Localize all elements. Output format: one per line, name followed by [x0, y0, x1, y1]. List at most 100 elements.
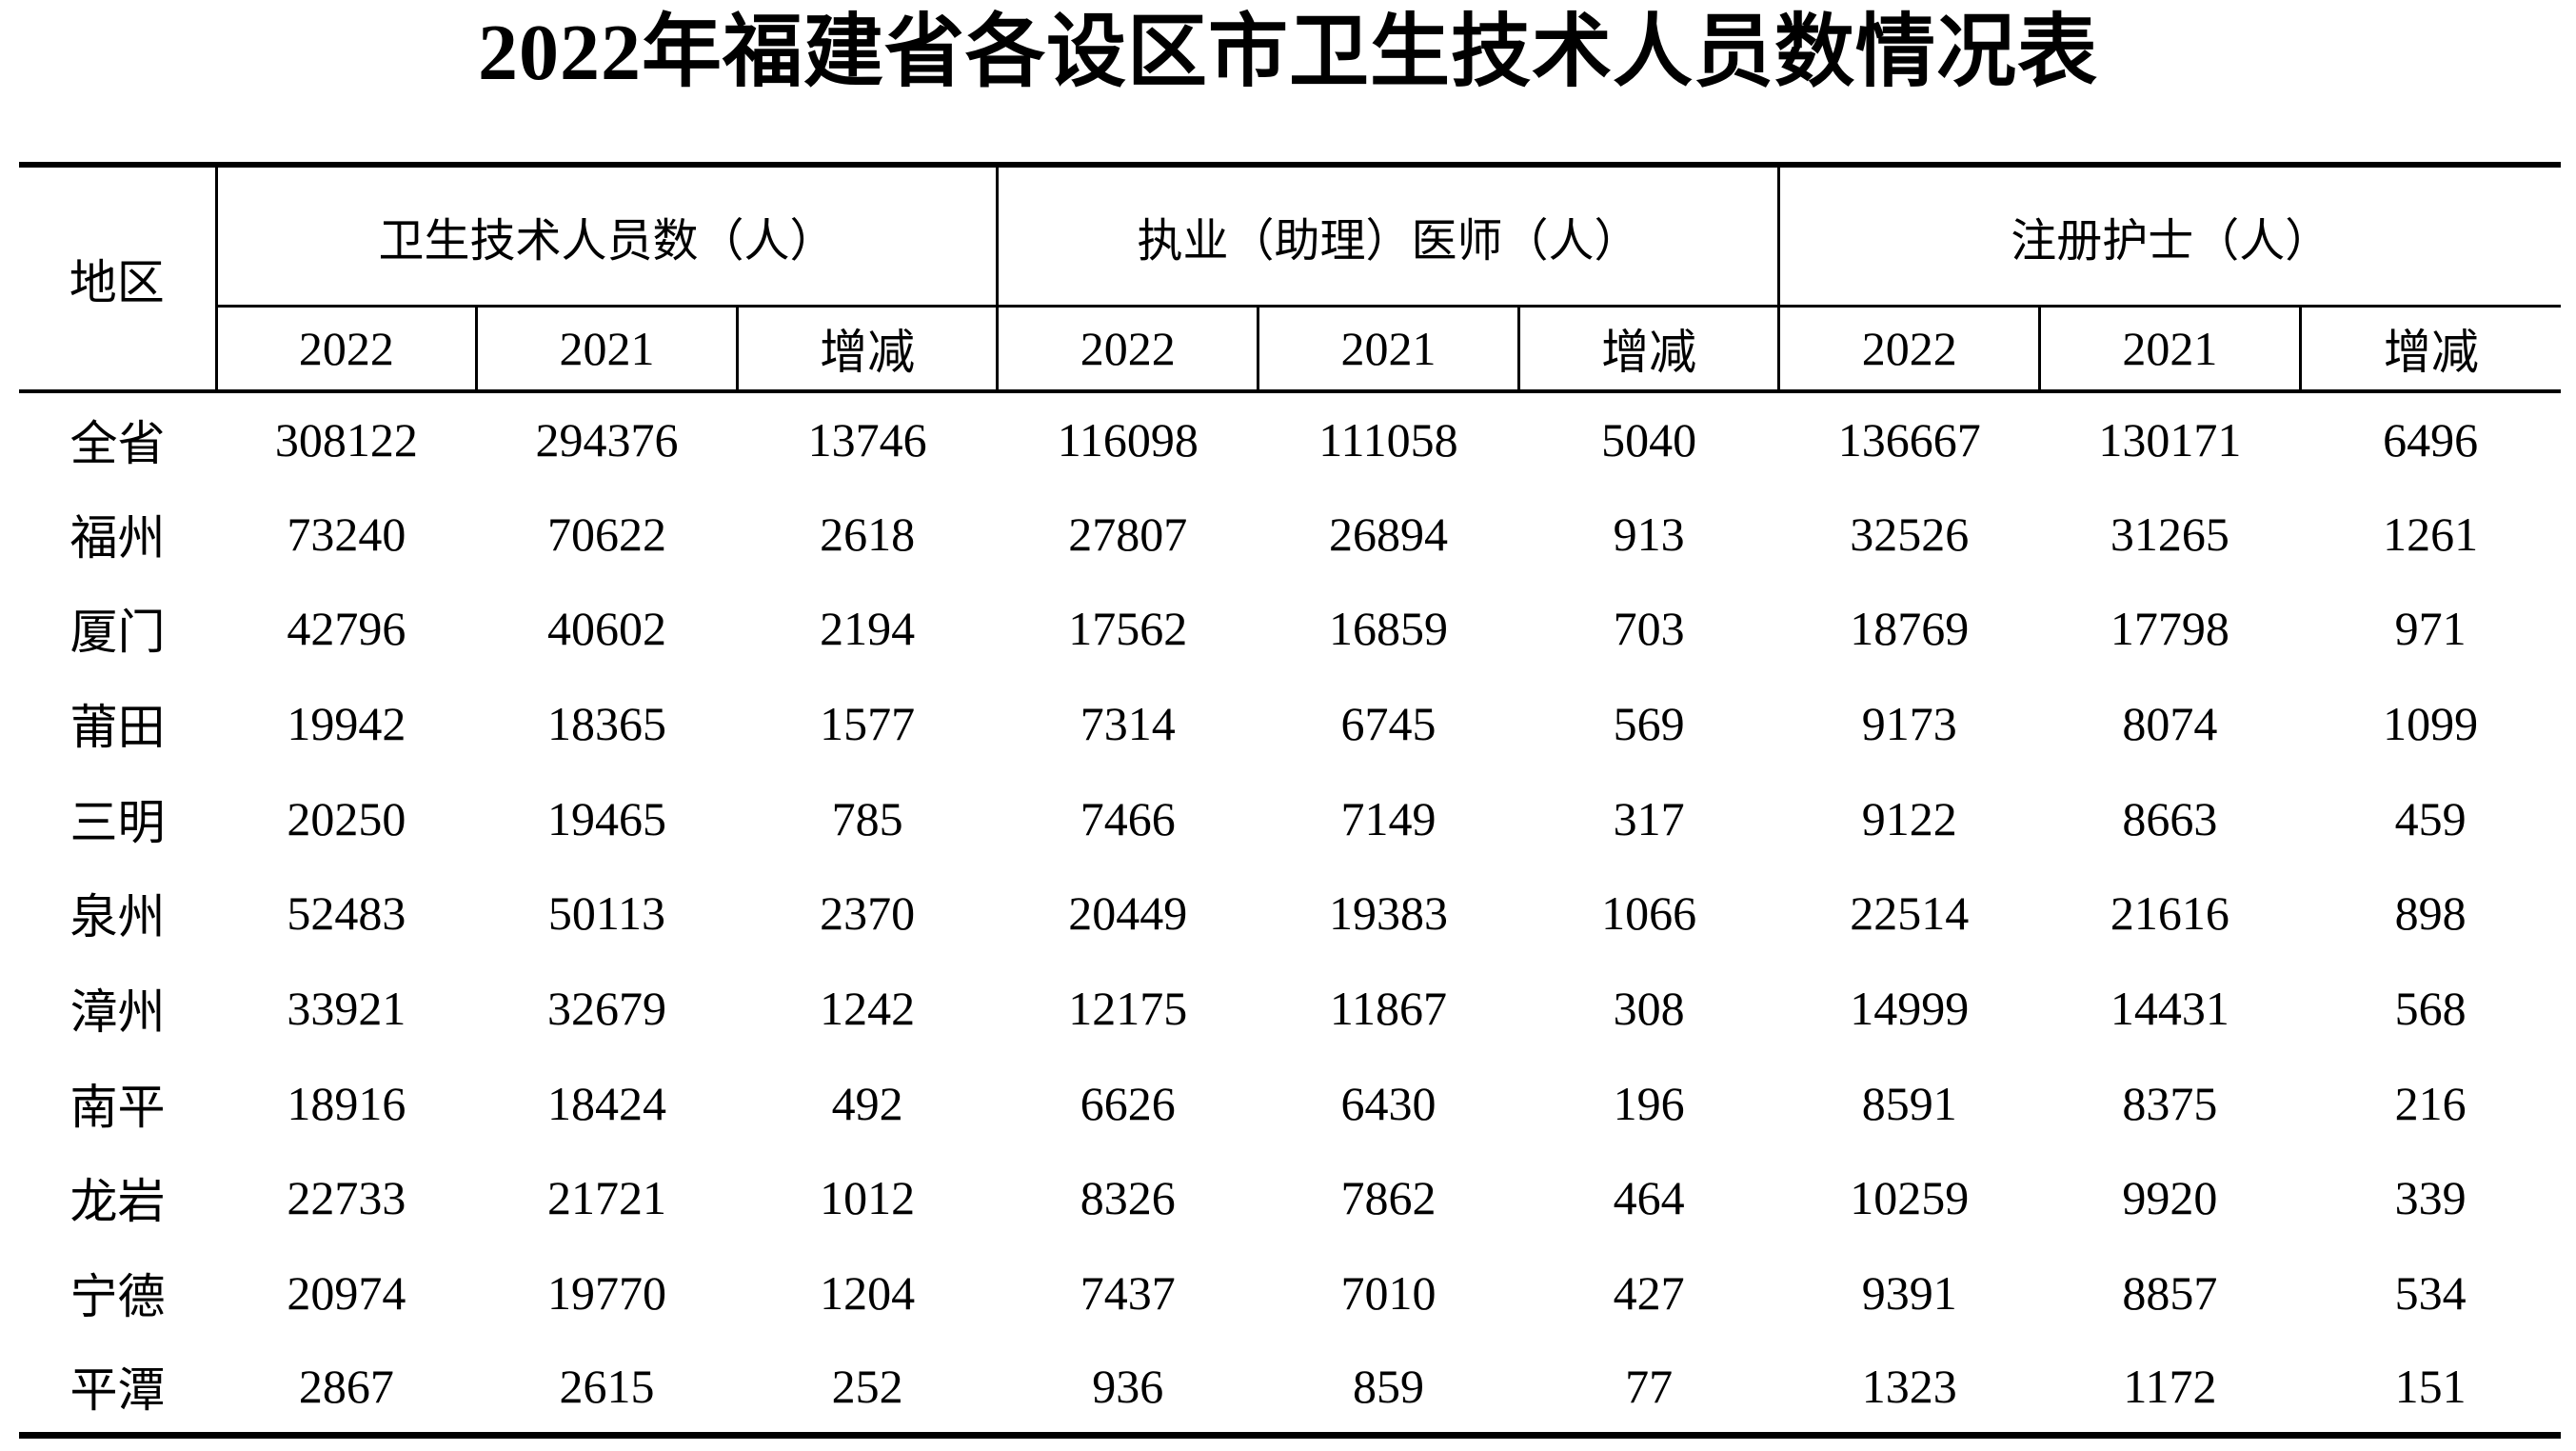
- value-cell: 7010: [1340, 1266, 1437, 1321]
- value-cell: 22733: [287, 1171, 406, 1225]
- value-cell: 27807: [1068, 507, 1188, 561]
- value-cell: 32679: [546, 981, 666, 1035]
- value-cell: 196: [1613, 1076, 1685, 1130]
- value-cell: 971: [2394, 602, 2467, 656]
- value-cell: 21721: [546, 1171, 666, 1225]
- value-cell: 8375: [2122, 1076, 2218, 1130]
- value-cell: 18769: [1850, 602, 1970, 656]
- value-cell: 77: [1625, 1359, 1674, 1413]
- value-cell: 17562: [1068, 602, 1188, 656]
- value-cell: 111058: [1318, 412, 1458, 467]
- value-cell: 6496: [2383, 412, 2479, 467]
- subheader-delta: 增减: [735, 306, 998, 393]
- table-row: 泉州 52483 50113 2370 20449 19383 1066 225…: [19, 865, 2561, 961]
- value-cell: 785: [831, 791, 903, 845]
- value-cell: 1577: [820, 696, 916, 750]
- table-row: 厦门 42796 40602 2194 17562 16859 703 1876…: [19, 581, 2561, 676]
- value-cell: 6745: [1340, 696, 1437, 750]
- value-cell: 50113: [547, 886, 666, 941]
- value-cell: 13746: [807, 412, 927, 467]
- value-cell: 8591: [1861, 1076, 1957, 1130]
- value-cell: 216: [2394, 1076, 2467, 1130]
- region-cell: 南平: [69, 1080, 166, 1134]
- value-cell: 936: [1092, 1359, 1164, 1413]
- value-cell: 21616: [2110, 886, 2229, 941]
- value-cell: 18365: [546, 696, 666, 750]
- value-cell: 9122: [1861, 791, 1957, 845]
- value-cell: 18916: [287, 1076, 406, 1130]
- value-cell: 19942: [287, 696, 406, 750]
- value-cell: 7862: [1340, 1171, 1437, 1225]
- health-personnel-table: 地区 卫生技术人员数（人） 执业（助理）医师（人） 注册护士（人） 2022 2…: [19, 162, 2561, 1440]
- value-cell: 569: [1613, 696, 1685, 750]
- subheader-delta: 增减: [2298, 306, 2561, 393]
- table-row: 宁德 20974 19770 1204 7437 7010 427 9391 8…: [19, 1245, 2561, 1341]
- group-header-licensed-physicians: 执业（助理）医师（人）: [996, 165, 1779, 308]
- value-cell: 308: [1613, 981, 1685, 1035]
- value-cell: 492: [831, 1076, 903, 1130]
- value-cell: 16859: [1328, 602, 1448, 656]
- value-cell: 31265: [2110, 507, 2229, 561]
- group-header-registered-nurses: 注册护士（人）: [1777, 165, 2561, 308]
- value-cell: 42796: [287, 602, 406, 656]
- value-cell: 18424: [546, 1076, 666, 1130]
- value-cell: 7314: [1080, 696, 1176, 750]
- value-cell: 1172: [2123, 1359, 2217, 1413]
- group-header-row: 地区 卫生技术人员数（人） 执业（助理）医师（人） 注册护士（人）: [19, 165, 2561, 393]
- value-cell: 8074: [2122, 696, 2218, 750]
- value-cell: 2194: [820, 602, 916, 656]
- value-cell: 1204: [820, 1266, 916, 1321]
- value-cell: 20974: [287, 1266, 406, 1321]
- value-cell: 14431: [2110, 981, 2229, 1035]
- value-cell: 252: [831, 1359, 903, 1413]
- table-row: 平潭 2867 2615 252 936 859 77 1323 1172 15…: [19, 1341, 2561, 1436]
- value-cell: 8663: [2122, 791, 2218, 845]
- value-cell: 898: [2394, 886, 2467, 941]
- region-cell: 宁德: [69, 1270, 166, 1324]
- value-cell: 427: [1613, 1266, 1685, 1321]
- value-cell: 7437: [1080, 1266, 1176, 1321]
- subheader-2021: 2021: [2038, 306, 2301, 393]
- subheader-delta: 增减: [1516, 306, 1779, 393]
- region-cell: 漳州: [69, 984, 166, 1039]
- value-cell: 317: [1613, 791, 1685, 845]
- value-cell: 534: [2394, 1266, 2467, 1321]
- value-cell: 1242: [820, 981, 916, 1035]
- subheader-2022: 2022: [214, 306, 477, 393]
- value-cell: 2618: [820, 507, 916, 561]
- value-cell: 19383: [1328, 886, 1448, 941]
- table-row: 福州 73240 70622 2618 27807 26894 913 3252…: [19, 487, 2561, 582]
- value-cell: 6430: [1340, 1076, 1437, 1130]
- value-cell: 339: [2394, 1171, 2467, 1225]
- value-cell: 703: [1613, 602, 1685, 656]
- value-cell: 1099: [2383, 696, 2479, 750]
- table-row: 三明 20250 19465 785 7466 7149 317 9122 86…: [19, 771, 2561, 866]
- value-cell: 8857: [2122, 1266, 2218, 1321]
- group-header-health-tech-personnel: 卫生技术人员数（人）: [214, 165, 998, 308]
- value-cell: 913: [1613, 507, 1685, 561]
- region-cell: 全省: [69, 416, 166, 470]
- table-row: 漳州 33921 32679 1242 12175 11867 308 1499…: [19, 961, 2561, 1056]
- value-cell: 10259: [1850, 1171, 1970, 1225]
- value-cell: 151: [2394, 1359, 2467, 1413]
- value-cell: 1323: [1861, 1359, 1957, 1413]
- value-cell: 2615: [559, 1359, 655, 1413]
- value-cell: 464: [1613, 1171, 1685, 1225]
- value-cell: 20449: [1068, 886, 1188, 941]
- value-cell: 11867: [1329, 981, 1448, 1035]
- subheader-2022: 2022: [1777, 306, 2040, 393]
- value-cell: 9391: [1861, 1266, 1957, 1321]
- sub-header-row: 2022 2021 增减 2022 2021 增减 2022 2021 增减: [19, 306, 2561, 393]
- region-cell: 福州: [69, 510, 166, 565]
- value-cell: 859: [1352, 1359, 1424, 1413]
- value-cell: 6626: [1080, 1076, 1176, 1130]
- value-cell: 9173: [1861, 696, 1957, 750]
- value-cell: 52483: [287, 886, 406, 941]
- region-cell: 泉州: [69, 890, 166, 944]
- value-cell: 568: [2394, 981, 2467, 1035]
- region-cell: 龙岩: [69, 1175, 166, 1229]
- table-row: 莆田 19942 18365 1577 7314 6745 569 9173 8…: [19, 676, 2561, 771]
- value-cell: 2370: [820, 886, 916, 941]
- value-cell: 459: [2394, 791, 2467, 845]
